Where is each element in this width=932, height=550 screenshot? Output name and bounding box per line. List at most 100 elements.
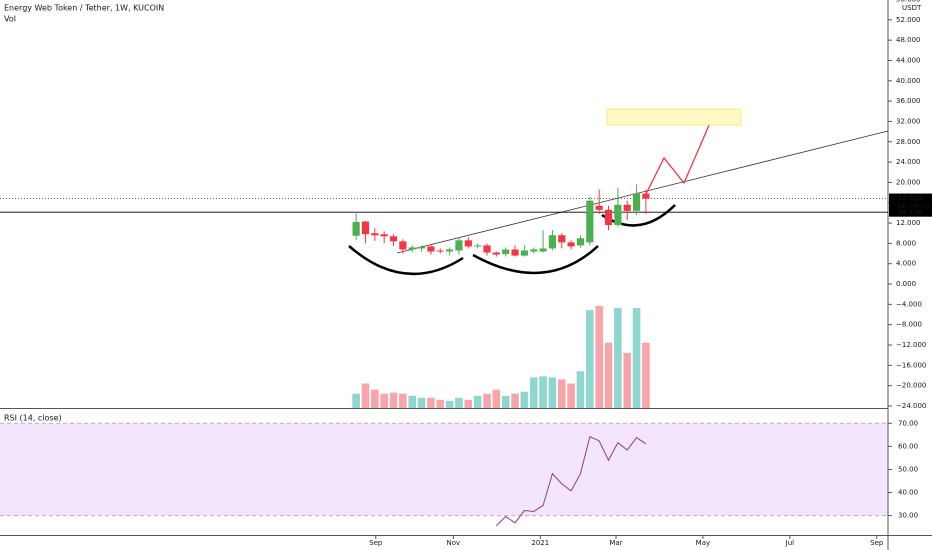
candle-body [520, 250, 528, 256]
candle-body [539, 248, 547, 252]
volume-bar [604, 342, 613, 408]
candle-body [399, 241, 407, 250]
x-tick-label: Sep [369, 539, 383, 547]
volume-bar [586, 310, 594, 408]
volume-bar [623, 352, 632, 408]
candle-body [446, 249, 454, 252]
countdown-label: 06:28:10 [898, 203, 929, 211]
candle-body [558, 235, 566, 243]
candle-body [586, 200, 594, 243]
candle-body [464, 240, 472, 247]
x-tick-label: Jul [785, 539, 795, 547]
volume-bar [473, 395, 482, 408]
volume-bar [557, 379, 566, 408]
candle-body [474, 245, 482, 247]
price-label-box [889, 207, 932, 217]
currency-label: USDT [902, 4, 922, 12]
rsi-tick-label: 70.00 [898, 419, 918, 427]
volume-bar [408, 395, 417, 408]
x-tick-label: Sep [870, 539, 884, 547]
volume-bar [427, 397, 435, 408]
y-tick-label: −4.000 [896, 300, 922, 308]
rsi-line [495, 435, 647, 527]
candle-body [352, 222, 360, 236]
arc-drawing [472, 245, 599, 275]
volume-bar [417, 397, 426, 408]
candle-body [642, 193, 650, 199]
x-tick-label: 2021 [531, 539, 549, 547]
y-tick-label: 40.000 [896, 77, 921, 85]
volume-bar [436, 399, 445, 408]
candle-body [436, 250, 444, 252]
candle-body [604, 209, 613, 226]
candle-body [455, 240, 463, 251]
candle-body [595, 205, 603, 210]
y-tick-label: −24.000 [896, 402, 926, 410]
volume-bar [352, 393, 360, 408]
candle-body [567, 242, 575, 247]
y-tick-label: 56.000 [896, 0, 921, 3]
candle-body [632, 193, 641, 211]
volume-bar [614, 308, 622, 408]
candle-body [417, 246, 426, 249]
volume-bar [361, 383, 370, 408]
volume-bar [455, 397, 463, 408]
volume-bar [445, 400, 454, 408]
volume-bar [371, 389, 379, 408]
candle-body [623, 204, 631, 211]
x-tick-label: May [696, 539, 710, 547]
candle-body [548, 235, 557, 249]
y-tick-label: 0.000 [896, 280, 916, 288]
y-tick-label: 4.000 [896, 260, 916, 268]
candle-body [614, 204, 622, 226]
projection-arrow [644, 115, 714, 197]
rsi-label: RSI (14, close) [4, 414, 62, 423]
volume-bar [595, 306, 603, 408]
volume-bar [567, 383, 575, 408]
arc-drawing [348, 245, 464, 276]
y-tick-label: 8.000 [896, 239, 916, 247]
volume-bar [511, 393, 519, 408]
volume-bar [389, 392, 398, 408]
volume-bar [642, 342, 650, 408]
rsi-tick-label: 30.00 [898, 512, 918, 520]
rsi-tick-label: 50.00 [898, 465, 918, 473]
volume-bar [399, 393, 407, 408]
target-box [606, 108, 742, 126]
volume-bar [539, 376, 547, 408]
candle-body [530, 249, 538, 252]
y-tick-label: 12.000 [896, 219, 921, 227]
y-tick-label: −12.000 [896, 341, 926, 349]
candle-body [576, 238, 585, 246]
rsi-band [0, 423, 888, 516]
y-tick-label: 32.000 [896, 117, 921, 125]
volume-bar [501, 395, 510, 408]
symbol-title: Energy Web Token / Tether, 1W, KUCOIN [4, 4, 164, 13]
y-tick-label: −8.000 [896, 321, 922, 329]
volume-bar [492, 389, 501, 408]
rsi-tick-label: 40.00 [898, 489, 918, 497]
candle-body [511, 249, 519, 256]
candle-body [371, 233, 379, 236]
volume-bar [464, 399, 473, 408]
volume-bar [632, 308, 641, 408]
candle-body [389, 236, 398, 242]
candle-body [380, 234, 388, 237]
y-tick-label: 24.000 [896, 158, 921, 166]
volume-bar [520, 391, 529, 408]
candle-body [502, 249, 510, 255]
y-tick-label: 48.000 [896, 36, 921, 44]
candle-body [408, 247, 416, 250]
y-tick-label: 36.000 [896, 97, 921, 105]
volume-label: Vol [4, 15, 16, 24]
volume-bar [548, 377, 557, 408]
y-tick-label: 52.000 [896, 16, 921, 24]
y-tick-label: 28.000 [896, 138, 921, 146]
volume-bar [529, 377, 538, 408]
candle-body [483, 245, 491, 253]
volume-bar [380, 393, 388, 408]
y-tick-label: 20.000 [896, 178, 921, 186]
y-tick-label: −20.000 [896, 382, 926, 390]
volume-bar [576, 371, 585, 408]
